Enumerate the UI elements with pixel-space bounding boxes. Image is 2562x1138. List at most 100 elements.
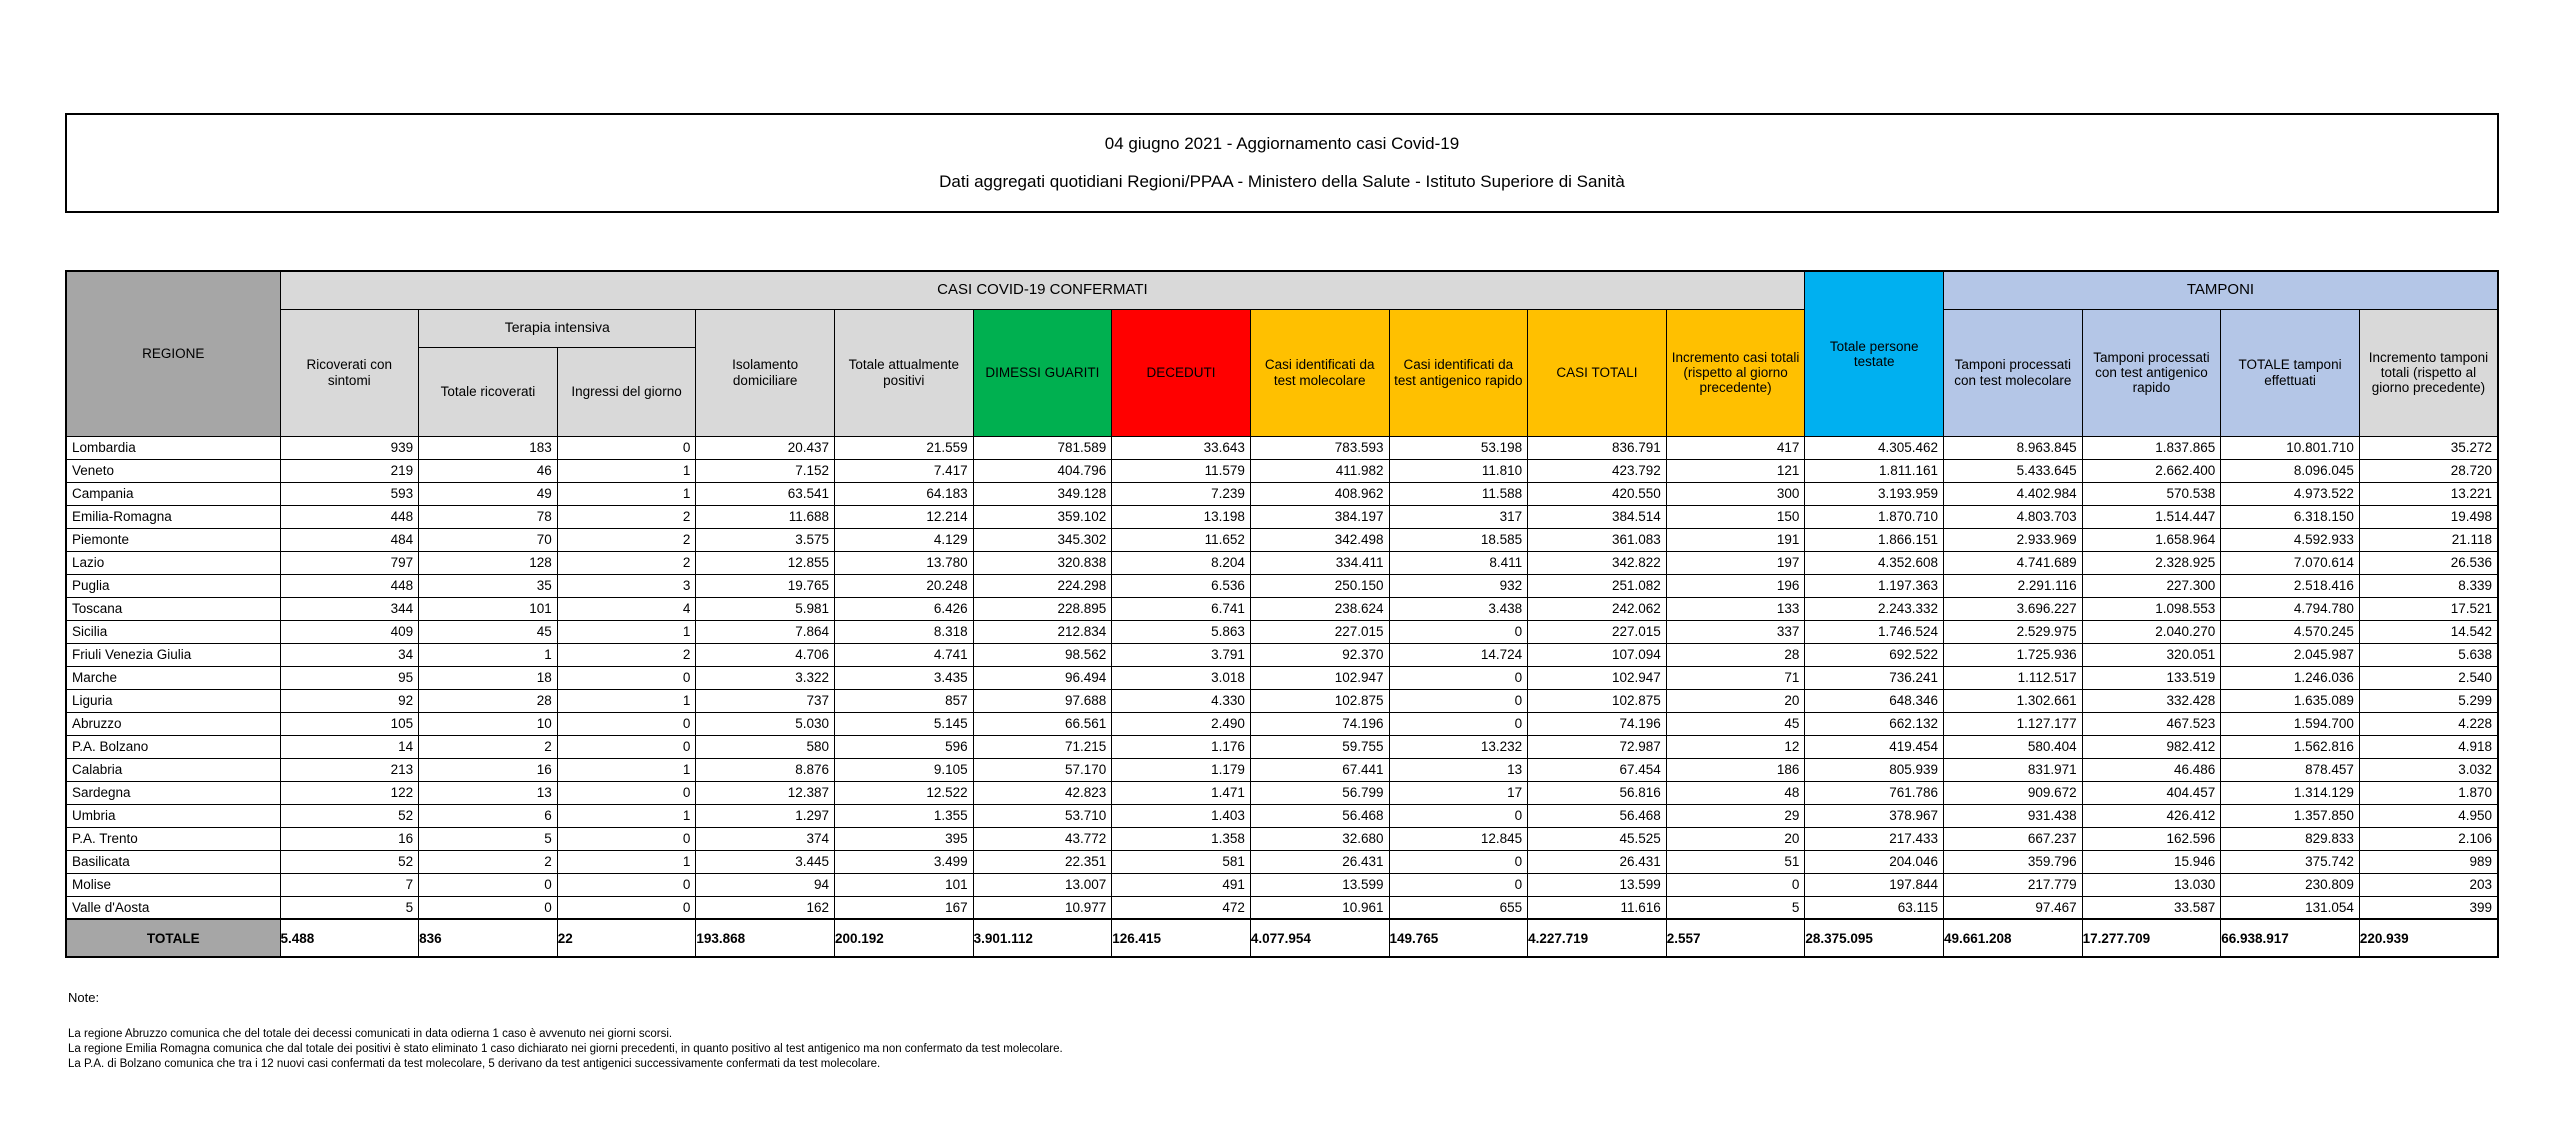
cell: 57.170 [972,757,1113,782]
cell: 12.214 [834,504,974,529]
header-casi-test-antigenico: Casi identificati da test antigenico rap… [1388,308,1529,437]
cell: 781.589 [972,435,1113,460]
cell: 982.412 [2081,734,2222,759]
cell: 26.431 [1249,849,1390,874]
cell: 1.635.089 [2220,688,2360,713]
cell: 344 [279,596,420,621]
cell: 0 [556,734,697,759]
header-band-terapia-intensiva: Terapia intensiva [418,308,697,348]
cell: 448 [279,573,420,598]
header-ricoverati-con-sintomi: Ricoverati con sintomi [279,308,420,437]
cell: 11.652 [1111,527,1251,552]
region-name: Toscana [65,596,281,621]
cell: 11.810 [1388,458,1529,483]
cell: 8.963.845 [1943,435,2083,460]
cell: 0 [1388,872,1529,897]
cell: 13.599 [1249,872,1390,897]
region-name: Abruzzo [65,711,281,736]
header-isolamento-domiciliare: Isolamento domiciliare [695,308,835,437]
cell: 667.237 [1943,826,2083,851]
table-row: Toscana 344 101 4 5.981 6.426 228.895 6.741 238.… [65,596,2499,621]
cell: 5.981 [695,596,835,621]
cell: 13 [1388,757,1529,782]
cell: 56.468 [1527,803,1667,828]
cell: 29 [1665,803,1806,828]
cell: 196 [1665,573,1806,598]
covid-data-table: REGIONE CASI COVID-19 CONFERMATI Totale … [65,270,2499,958]
cell: 70 [418,527,558,552]
cell: 33.643 [1111,435,1251,460]
cell: 1.594.700 [2220,711,2360,736]
cell: 18 [418,665,558,690]
table-row: Sicilia 409 45 1 7.864 8.318 212.834 5.863 227.0… [65,619,2499,644]
cell: 0 [1388,803,1529,828]
cell: 359.102 [972,504,1113,529]
cell: 932 [1388,573,1529,598]
table-body: Lombardia 939 183 0 20.437 21.559 781.589 33.64… [65,435,2499,920]
cell: 92 [279,688,420,713]
cell: 1 [556,757,697,782]
cell: 1.403 [1111,803,1251,828]
cell: 3.438 [1388,596,1529,621]
cell: 1.870 [2358,780,2499,805]
cell: 2.045.987 [2220,642,2360,667]
cell: 797 [279,550,420,575]
cell: 101 [834,872,974,897]
cell: 0 [556,435,697,460]
cell: 67.454 [1527,757,1667,782]
cell: 4.803.703 [1943,504,2083,529]
cell: 5 [418,826,558,851]
cell: 342.822 [1527,550,1667,575]
cell: 21.559 [834,435,974,460]
cell: 5 [279,895,420,920]
total-cell: 49.661.208 [1943,918,2083,958]
region-name: Piemonte [65,527,281,552]
cell: 13.599 [1527,872,1667,897]
cell: 105 [279,711,420,736]
cell: 15.946 [2081,849,2222,874]
total-cell: 2.557 [1665,918,1806,958]
cell: 2.529.975 [1943,619,2083,644]
header-deceduti: DECEDUTI [1111,308,1251,437]
cell: 2.243.332 [1804,596,1944,621]
cell: 5.030 [695,711,835,736]
cell: 4.129 [834,527,974,552]
cell: 97.467 [1943,895,2083,920]
cell: 395 [834,826,974,851]
cell: 3.032 [2358,757,2499,782]
cell: 491 [1111,872,1251,897]
cell: 26.536 [2358,550,2499,575]
cell: 94 [695,872,835,897]
cell: 162 [695,895,835,920]
cell: 662.132 [1804,711,1944,736]
cell: 183 [418,435,558,460]
cell: 404.457 [2081,780,2222,805]
cell: 14.542 [2358,619,2499,644]
table-row: P.A. Trento 16 5 0 374 395 43.772 1.358 32.680 12… [65,826,2499,851]
total-cell: 66.938.917 [2220,918,2360,958]
cell: 1.297 [695,803,835,828]
cell: 74.196 [1249,711,1390,736]
header-regione: REGIONE [65,270,281,437]
region-name: Lombardia [65,435,281,460]
cell: 191 [1665,527,1806,552]
cell: 45.525 [1527,826,1667,851]
cell: 384.514 [1527,504,1667,529]
cell: 3.696.227 [1943,596,2083,621]
cell: 4.228 [2358,711,2499,736]
cell: 411.982 [1249,458,1390,483]
region-name: Puglia [65,573,281,598]
cell: 122 [279,780,420,805]
cell: 131.054 [2220,895,2360,920]
cell: 19.765 [695,573,835,598]
cell: 4.305.462 [1804,435,1944,460]
cell: 101 [418,596,558,621]
cell: 1 [556,688,697,713]
cell: 197 [1665,550,1806,575]
cell: 0 [556,665,697,690]
cell: 17 [1388,780,1529,805]
cell: 3.193.959 [1804,481,1944,506]
cell: 11.588 [1388,481,1529,506]
cell: 203 [2358,872,2499,897]
cell: 3 [556,573,697,598]
